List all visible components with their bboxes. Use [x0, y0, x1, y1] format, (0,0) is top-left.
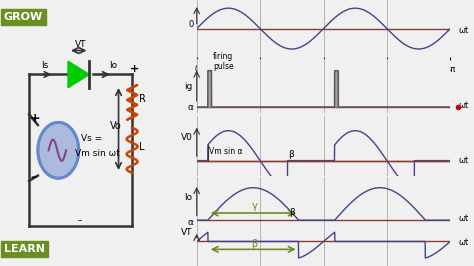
- Text: Io: Io: [109, 61, 117, 70]
- Text: Io: Io: [184, 193, 192, 202]
- Text: +: +: [130, 64, 139, 74]
- Text: ωt: ωt: [458, 156, 469, 165]
- Text: α: α: [188, 218, 194, 227]
- Text: –: –: [78, 217, 82, 226]
- Text: β: β: [290, 208, 295, 217]
- Text: β: β: [251, 239, 257, 249]
- Text: VT: VT: [75, 40, 86, 49]
- Text: ωt: ωt: [458, 26, 469, 35]
- Text: firing
pulse: firing pulse: [213, 52, 234, 71]
- Text: +: +: [30, 112, 41, 125]
- Text: V0: V0: [181, 133, 192, 142]
- Polygon shape: [68, 61, 90, 88]
- Text: Vm sin ωt: Vm sin ωt: [75, 149, 119, 158]
- Text: β: β: [289, 150, 294, 159]
- Text: Vs =: Vs =: [81, 134, 102, 143]
- Text: L: L: [139, 142, 145, 152]
- Text: ωt: ωt: [458, 214, 469, 223]
- Text: Vm sin α: Vm sin α: [209, 147, 242, 156]
- Text: ωt: ωt: [458, 238, 469, 247]
- Text: LEARN: LEARN: [4, 244, 45, 254]
- Text: VT: VT: [181, 228, 192, 237]
- Circle shape: [38, 122, 79, 178]
- Text: 0: 0: [189, 20, 194, 29]
- Text: γ: γ: [252, 201, 258, 211]
- Text: R: R: [139, 94, 146, 105]
- Text: –: –: [30, 171, 36, 184]
- Text: GROW: GROW: [4, 12, 43, 22]
- Text: ig: ig: [184, 82, 192, 91]
- Text: ωt: ωt: [458, 101, 469, 110]
- Text: Is: Is: [41, 61, 48, 70]
- Text: α: α: [188, 103, 194, 112]
- Text: Vo: Vo: [110, 121, 121, 131]
